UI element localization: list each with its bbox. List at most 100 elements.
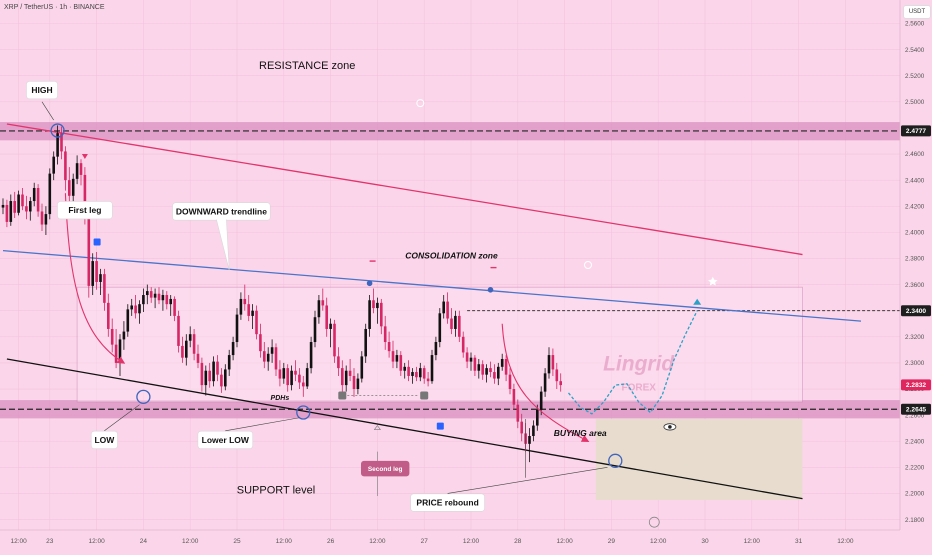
trendline-callout-pointer [216,219,230,271]
candle-body [415,372,418,378]
price-tick-label: 2.4600 [905,151,925,158]
candle-body [380,302,383,327]
candle-body [247,304,250,316]
candle-body [446,301,449,319]
candle-body [266,353,270,362]
high-callout-line [41,101,54,121]
time-tick-label: 12:00 [650,538,667,545]
time-tick-label: 12:00 [276,538,293,545]
pdh-marker-right [420,391,429,400]
event-marker [416,99,425,108]
annotation-buying-area: BUYING area [554,428,607,438]
upper-channel-line [6,123,803,256]
candle-body [508,374,512,390]
candle-body [17,194,20,213]
candle-body [497,366,500,379]
candle-body [337,356,340,369]
price-label-2.4777: 2.4777 [901,125,931,137]
time-tick-label: 29 [608,538,616,545]
candle-body [259,334,262,352]
buy-signal-marker [436,422,444,430]
candle-body [185,340,188,358]
candle-body [286,368,289,386]
price-label-box [901,125,931,137]
time-tick-label: 12:00 [556,538,573,545]
price-tick-label: 2.1800 [905,517,925,524]
target-star-icon [708,276,718,286]
support-level-line [6,358,803,500]
candle-body [387,342,391,352]
candle-body [56,133,59,157]
candle-body [485,368,488,375]
candle-body [302,382,305,387]
annotation-low-box [90,430,118,449]
candle-body [290,370,293,386]
rebound-callout-line [447,467,608,494]
candle-body [500,358,504,367]
time-tick-label: 30 [701,538,709,545]
sell-signal-marker [81,154,88,160]
candle-body [489,368,492,373]
candle-body [473,357,477,371]
price-tick-label: 2.5200 [905,73,925,80]
price-tick-label: 2.2200 [905,465,925,472]
candle-body [438,313,442,343]
pdh-marker-left [338,391,347,400]
candle-body [298,374,301,383]
buy-signal-marker [93,238,101,246]
candle-body [426,378,430,382]
candle-body [91,261,94,286]
currency-badge[interactable]: USDT [903,5,931,19]
price-tick-label: 2.3800 [905,256,925,263]
candle-body [103,274,106,303]
candle-body [536,409,539,426]
first-leg-arrow [64,193,126,364]
candle-body [477,364,481,371]
time-axis-panel [0,530,932,550]
candle-body [87,216,91,286]
candle-body [235,314,239,343]
candle-body [36,187,40,212]
price-tick-label: 2.5000 [905,99,925,106]
candle-body [75,163,79,179]
price-tick-label: 2.2600 [905,412,925,419]
candle-body [532,425,535,437]
swing-point-marker [608,453,623,468]
time-tick-label: 12:00 [463,538,480,545]
candle-body [204,370,208,386]
price-tick-label: 2.3200 [905,334,925,341]
price-label-box [901,379,931,391]
candle-body [321,300,325,306]
candle-body [114,344,118,363]
annotation-second-leg-text: Second leg [368,466,403,473]
time-tick-label: 12:00 [88,538,105,545]
price-tick-label: 2.2400 [905,438,925,445]
candle-body [142,295,145,305]
annotation-first-leg-box [57,201,113,220]
price-label-box [901,305,931,317]
downward-trendline-line [2,249,862,322]
candle-body [138,304,141,314]
candle-body [192,334,196,354]
buying-area-zone [595,419,803,500]
candle-body [278,369,282,379]
price-tick-label: 2.4200 [905,203,925,210]
annotation-second-leg-box [361,460,410,477]
swing-point-marker [136,389,151,404]
time-tick-label: 12:00 [182,538,199,545]
candle-body [251,310,254,316]
time-tick-label: 28 [514,538,522,545]
annotation-downward-trendline: DOWNWARD trendline [172,202,271,221]
price-label-text: 2.2645 [906,407,927,414]
candle-body [294,370,297,375]
candle-body [434,342,438,356]
candle-body [504,358,508,375]
candle-body [399,355,403,371]
annotation-first-leg: First leg [57,201,113,220]
candle-body [274,347,278,370]
price-tick-label: 2.5400 [905,47,925,54]
candle-body [173,298,176,316]
candle-body [79,163,83,175]
symbol-header: XRP / TetherUS · 1h · BINANCE [4,4,105,11]
candle-body [200,362,204,386]
